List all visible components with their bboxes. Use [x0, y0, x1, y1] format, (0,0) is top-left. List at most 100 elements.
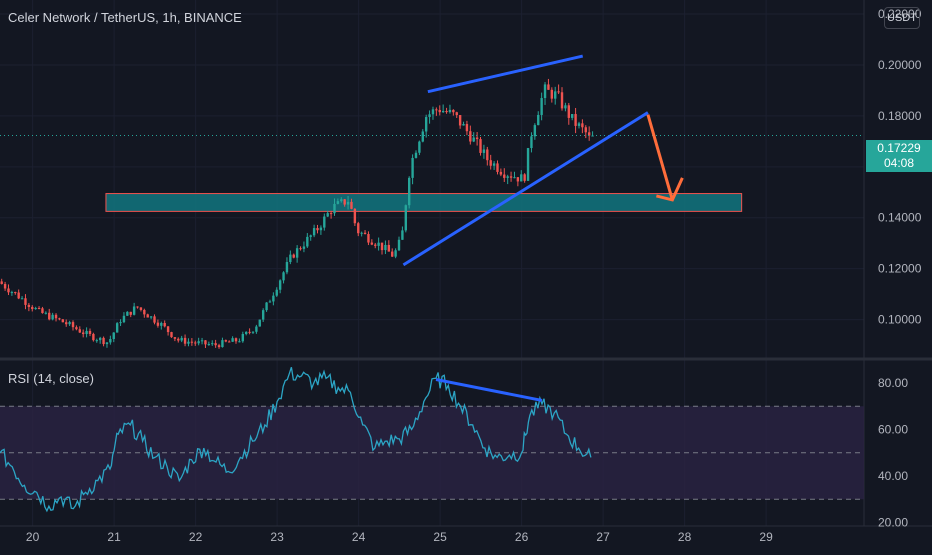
candle-body — [543, 84, 547, 99]
price-tick-label: 0.12000 — [878, 262, 922, 276]
candle-body — [452, 109, 455, 113]
candle-body — [496, 163, 499, 172]
lower-trendline — [402, 111, 649, 267]
candle-body — [126, 311, 129, 316]
candle-body — [421, 131, 424, 142]
drawings-layer[interactable] — [0, 54, 864, 267]
time-tick-label: 22 — [189, 530, 203, 544]
candle-body — [577, 123, 581, 126]
candle-body — [350, 201, 353, 209]
candle-body — [248, 331, 251, 333]
candle-body — [455, 112, 458, 116]
candle-body — [265, 302, 268, 311]
forecast-arrow-head — [656, 177, 684, 202]
rsi-line — [0, 367, 592, 513]
candle-body — [424, 117, 428, 132]
candle-body — [190, 341, 194, 343]
candle-body — [275, 289, 278, 296]
candle-body — [346, 201, 350, 205]
candle-body — [292, 254, 295, 258]
candle-body — [92, 333, 95, 341]
candle-body — [136, 306, 139, 308]
candle-body — [489, 160, 492, 166]
candle-body — [272, 295, 275, 302]
time-tick-label: 25 — [433, 530, 447, 544]
candle-body — [68, 322, 71, 325]
axes-layer: 0.100000.120000.140000.160000.180000.200… — [26, 7, 922, 544]
candle-body — [404, 205, 408, 231]
candle-body — [448, 109, 452, 113]
support-zone — [105, 193, 743, 212]
candle-body — [119, 322, 122, 324]
candle-body — [316, 228, 319, 231]
candle-body — [411, 157, 414, 178]
candle-body — [241, 334, 245, 342]
candle-body — [550, 89, 554, 99]
candle-body — [326, 213, 329, 217]
candle-body — [472, 137, 475, 142]
candle-body — [102, 337, 105, 345]
candle-body — [547, 84, 550, 90]
candle-body — [207, 344, 211, 346]
candle-body — [37, 308, 41, 310]
currency-badge[interactable]: USDT — [884, 7, 920, 29]
candle-body — [88, 330, 92, 334]
candle-body — [564, 105, 567, 109]
candle-body — [261, 310, 265, 320]
candle-body — [170, 332, 173, 338]
price-tick-label: 0.10000 — [878, 313, 922, 327]
forecast-arrow-shaft — [646, 114, 674, 201]
candle-body — [48, 312, 51, 320]
candles-layer — [0, 78, 594, 349]
candle-body — [418, 141, 421, 153]
time-tick-label: 24 — [352, 530, 366, 544]
candle-body — [143, 309, 146, 315]
candle-body — [499, 171, 503, 175]
candle-body — [112, 332, 115, 340]
candle-body — [204, 340, 207, 345]
candle-body — [139, 307, 143, 310]
candle-body — [180, 337, 183, 341]
candle-body — [587, 132, 591, 136]
candle-body — [200, 340, 204, 342]
candle-body — [282, 272, 285, 281]
candle-body — [231, 338, 234, 342]
price-tick-label: 0.18000 — [878, 109, 922, 123]
candle-body — [224, 340, 228, 342]
candle-body — [407, 177, 411, 206]
candle-body — [51, 314, 54, 320]
candle-body — [492, 163, 496, 166]
candle-body — [54, 314, 58, 319]
candle-body — [71, 322, 75, 328]
support-zone-layer — [105, 193, 743, 212]
candle-body — [146, 314, 149, 318]
candle-body — [574, 114, 577, 126]
candle-body — [329, 213, 333, 215]
candle-body — [306, 236, 309, 247]
candle-body — [431, 109, 435, 115]
last-price-badge: 0.17229 04:08 — [866, 140, 932, 172]
candle-body — [377, 242, 380, 246]
candle-body — [95, 340, 98, 342]
candle-body — [506, 176, 509, 178]
candle-body — [115, 323, 119, 333]
candle-body — [533, 125, 537, 137]
price-tick-label: 0.20000 — [878, 58, 922, 72]
candle-body — [438, 109, 441, 113]
rsi-title[interactable]: RSI (14, close) — [8, 371, 94, 386]
candle-body — [153, 316, 156, 323]
candle-body — [520, 174, 523, 182]
candle-body — [458, 115, 462, 126]
time-tick-label: 23 — [270, 530, 284, 544]
candle-body — [285, 262, 289, 273]
symbol-title[interactable]: Celer Network / TetherUS, 1h, BINANCE — [8, 10, 242, 25]
candle-body — [105, 342, 109, 345]
rsi-tick-label: 40.00 — [878, 469, 908, 483]
candle-body — [530, 136, 533, 149]
candle-body — [0, 281, 3, 284]
candle-body — [462, 124, 465, 126]
candle-body — [211, 343, 214, 345]
candle-body — [374, 244, 377, 246]
rsi-tick-label: 80.00 — [878, 376, 908, 390]
